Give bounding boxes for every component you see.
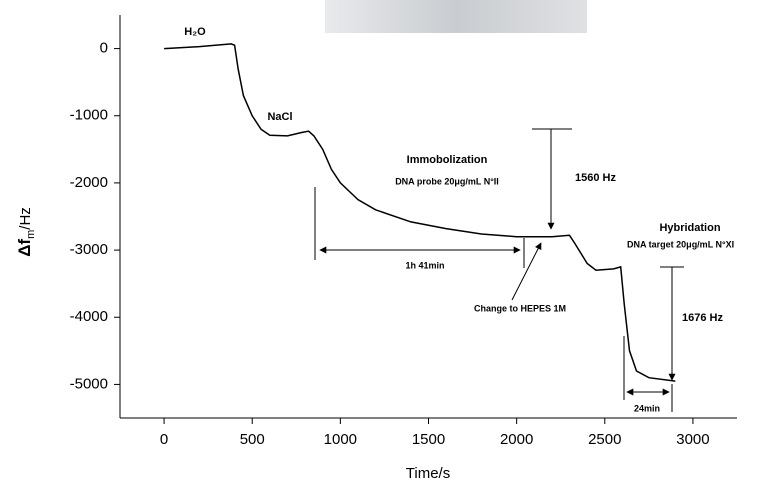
y-axis-label: Δfm/Hz bbox=[15, 207, 36, 257]
x-tick-label: 2000 bbox=[500, 431, 533, 448]
chart: Time/s Δfm/Hz 0 500 1000 1500 2000 2500 3000 0 -… bbox=[0, 0, 757, 484]
y-tick-label: -5000 bbox=[70, 375, 108, 392]
y-tick-label: 0 bbox=[100, 40, 108, 57]
annotation: Hybridation bbox=[659, 222, 720, 234]
y-tick-label: -4000 bbox=[70, 308, 108, 325]
y-tick-label: -2000 bbox=[70, 174, 108, 191]
annotation: 1676 Hz bbox=[682, 312, 723, 324]
annotation: DNA target 20μg/mL N°XI bbox=[627, 239, 734, 249]
annotation: H₂O bbox=[184, 26, 206, 38]
annotation: 24min bbox=[634, 403, 660, 413]
x-axis-label: Time/s bbox=[406, 465, 450, 482]
x-tick-label: 2500 bbox=[588, 431, 621, 448]
annotation: 1560 Hz bbox=[575, 172, 616, 184]
annotation: Change to HEPES 1M bbox=[474, 303, 566, 313]
data-line bbox=[164, 44, 675, 381]
annotation: Immobolization bbox=[407, 154, 488, 166]
x-tick-label: 0 bbox=[160, 431, 168, 448]
x-tick-label: 1500 bbox=[412, 431, 445, 448]
photo bbox=[325, 0, 587, 33]
x-tick-label: 3000 bbox=[676, 431, 709, 448]
x-tick-label: 500 bbox=[240, 431, 265, 448]
y-tick-label: -3000 bbox=[70, 241, 108, 258]
annotation-lines bbox=[315, 129, 684, 412]
y-tick-label: -1000 bbox=[70, 107, 108, 124]
annotation: NaCl bbox=[267, 111, 292, 123]
annotation: DNA probe 20μg/mL N°II bbox=[395, 176, 499, 186]
annotation: 1h 41min bbox=[405, 260, 444, 270]
x-tick-label: 1000 bbox=[324, 431, 357, 448]
